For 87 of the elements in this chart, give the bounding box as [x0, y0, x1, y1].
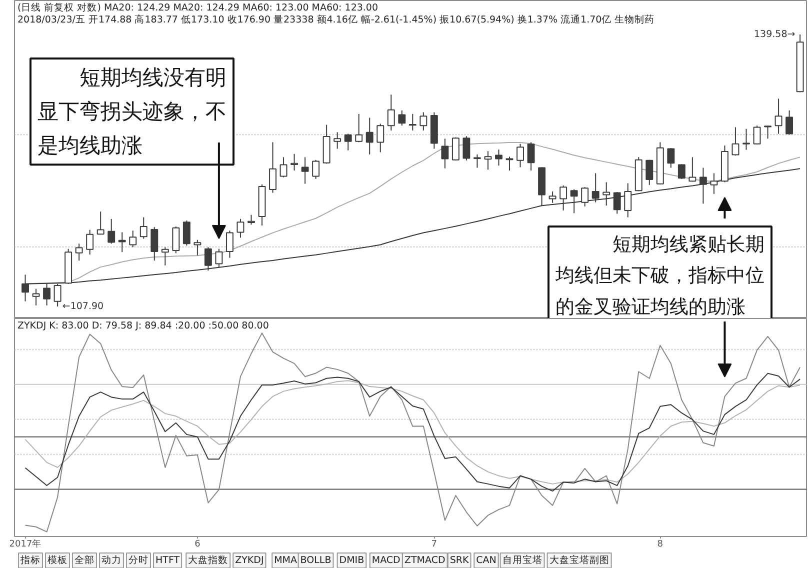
chart-subtitle: 2018/03/23/五 开174.88 高183.77 低173.10 收176.90 量23338 额4.16亿 幅-2.61(-1.45%) 振10.67(5.94%) 换1.37% 流通1.70亿 生物制药 [18, 14, 655, 26]
candlestick [398, 110, 406, 126]
candlestick [548, 190, 556, 204]
candlestick [560, 184, 568, 211]
candlestick [420, 112, 428, 132]
candlestick [667, 148, 675, 168]
text: MACD [372, 555, 400, 566]
candlestick [280, 156, 288, 178]
candlestick [118, 232, 126, 253]
candlestick [86, 229, 94, 256]
candlestick [408, 113, 416, 132]
candlestick [592, 172, 600, 203]
candlestick [366, 117, 374, 155]
candlestick [161, 246, 169, 266]
candlestick [334, 132, 342, 150]
x-tick-label: 2017年 [9, 538, 42, 550]
annotation: 短期均线没有明显下弯拐头迹象，不是均线助涨 [38, 66, 226, 158]
candlestick [96, 211, 104, 235]
candlestick [484, 150, 492, 170]
text: ZTMACD [404, 555, 446, 566]
text: SRK [450, 555, 470, 566]
text: 模板 [48, 554, 68, 566]
text: DMIB [339, 555, 364, 566]
candlestick [710, 172, 718, 194]
chart-title: (日线 前复权 对数) MA20: 124.29 MA20: 124.29 MA60: 123.00 MA60: 123.00 [18, 2, 378, 14]
candlestick [753, 125, 761, 145]
annotation: 短期均线紧贴长期均线但未下破，指标中位的金叉验证均线的助涨 [554, 234, 764, 318]
candlestick [516, 143, 524, 168]
chart-title: ZYKDJ K: 83.00 D: 79.58 J: 89.84 :20.00 :50.00 80.00 [18, 320, 269, 332]
candlestick [376, 123, 384, 153]
text: 大盘宝塔副图 [549, 554, 610, 566]
candlestick [570, 188, 578, 214]
candlestick [182, 220, 190, 246]
candlestick [204, 246, 212, 272]
candlestick [140, 216, 148, 240]
candlestick [301, 156, 309, 184]
candlestick [473, 154, 481, 168]
candlestick [344, 133, 352, 151]
candlestick [75, 243, 83, 262]
candlestick [495, 149, 502, 166]
text: 指标 [20, 554, 40, 566]
candlestick [613, 191, 621, 214]
text: 动力 [102, 554, 122, 566]
text: 全部 [74, 554, 94, 566]
x-tick-label: 6 [194, 540, 201, 550]
candlestick [441, 138, 449, 169]
text: HTFT [156, 555, 180, 566]
text: ZYKDJ [235, 555, 264, 566]
candlestick [764, 125, 772, 140]
text: 大盘指数 [188, 554, 228, 566]
x-tick-label: 7 [431, 540, 438, 550]
candlestick [387, 94, 395, 132]
candlestick [312, 159, 320, 180]
x-tick-label: 8 [657, 540, 664, 550]
candlestick [194, 239, 202, 256]
candlestick [527, 142, 535, 171]
candlestick [32, 288, 40, 306]
candlestick [462, 136, 470, 161]
candlestick [236, 218, 244, 238]
candlestick [269, 142, 276, 194]
annotation: 139.58→ [754, 29, 796, 40]
candlestick [786, 110, 794, 136]
candlestick [646, 159, 654, 186]
candlestick [624, 182, 632, 218]
candlestick [172, 226, 180, 254]
candlestick [248, 214, 255, 226]
candlestick [355, 113, 363, 143]
candlestick [129, 230, 137, 248]
candlestick [108, 218, 116, 244]
candlestick [581, 186, 589, 207]
candlestick [688, 156, 696, 182]
candlestick [678, 164, 686, 180]
candlestick [226, 230, 234, 258]
candlestick [742, 128, 750, 150]
annotation: ←107.90 [62, 301, 104, 312]
text: CAN [476, 555, 496, 566]
candlestick [602, 182, 610, 206]
candlestick [150, 226, 158, 262]
text: 分时 [128, 554, 148, 566]
text: MMA [274, 555, 298, 566]
candlestick [215, 248, 223, 268]
candlestick [774, 98, 782, 134]
text: 自用宝塔 [502, 554, 542, 566]
candlestick [290, 153, 298, 171]
candlestick [452, 136, 460, 161]
text: BOLLB [300, 555, 332, 566]
candlestick [732, 126, 740, 156]
